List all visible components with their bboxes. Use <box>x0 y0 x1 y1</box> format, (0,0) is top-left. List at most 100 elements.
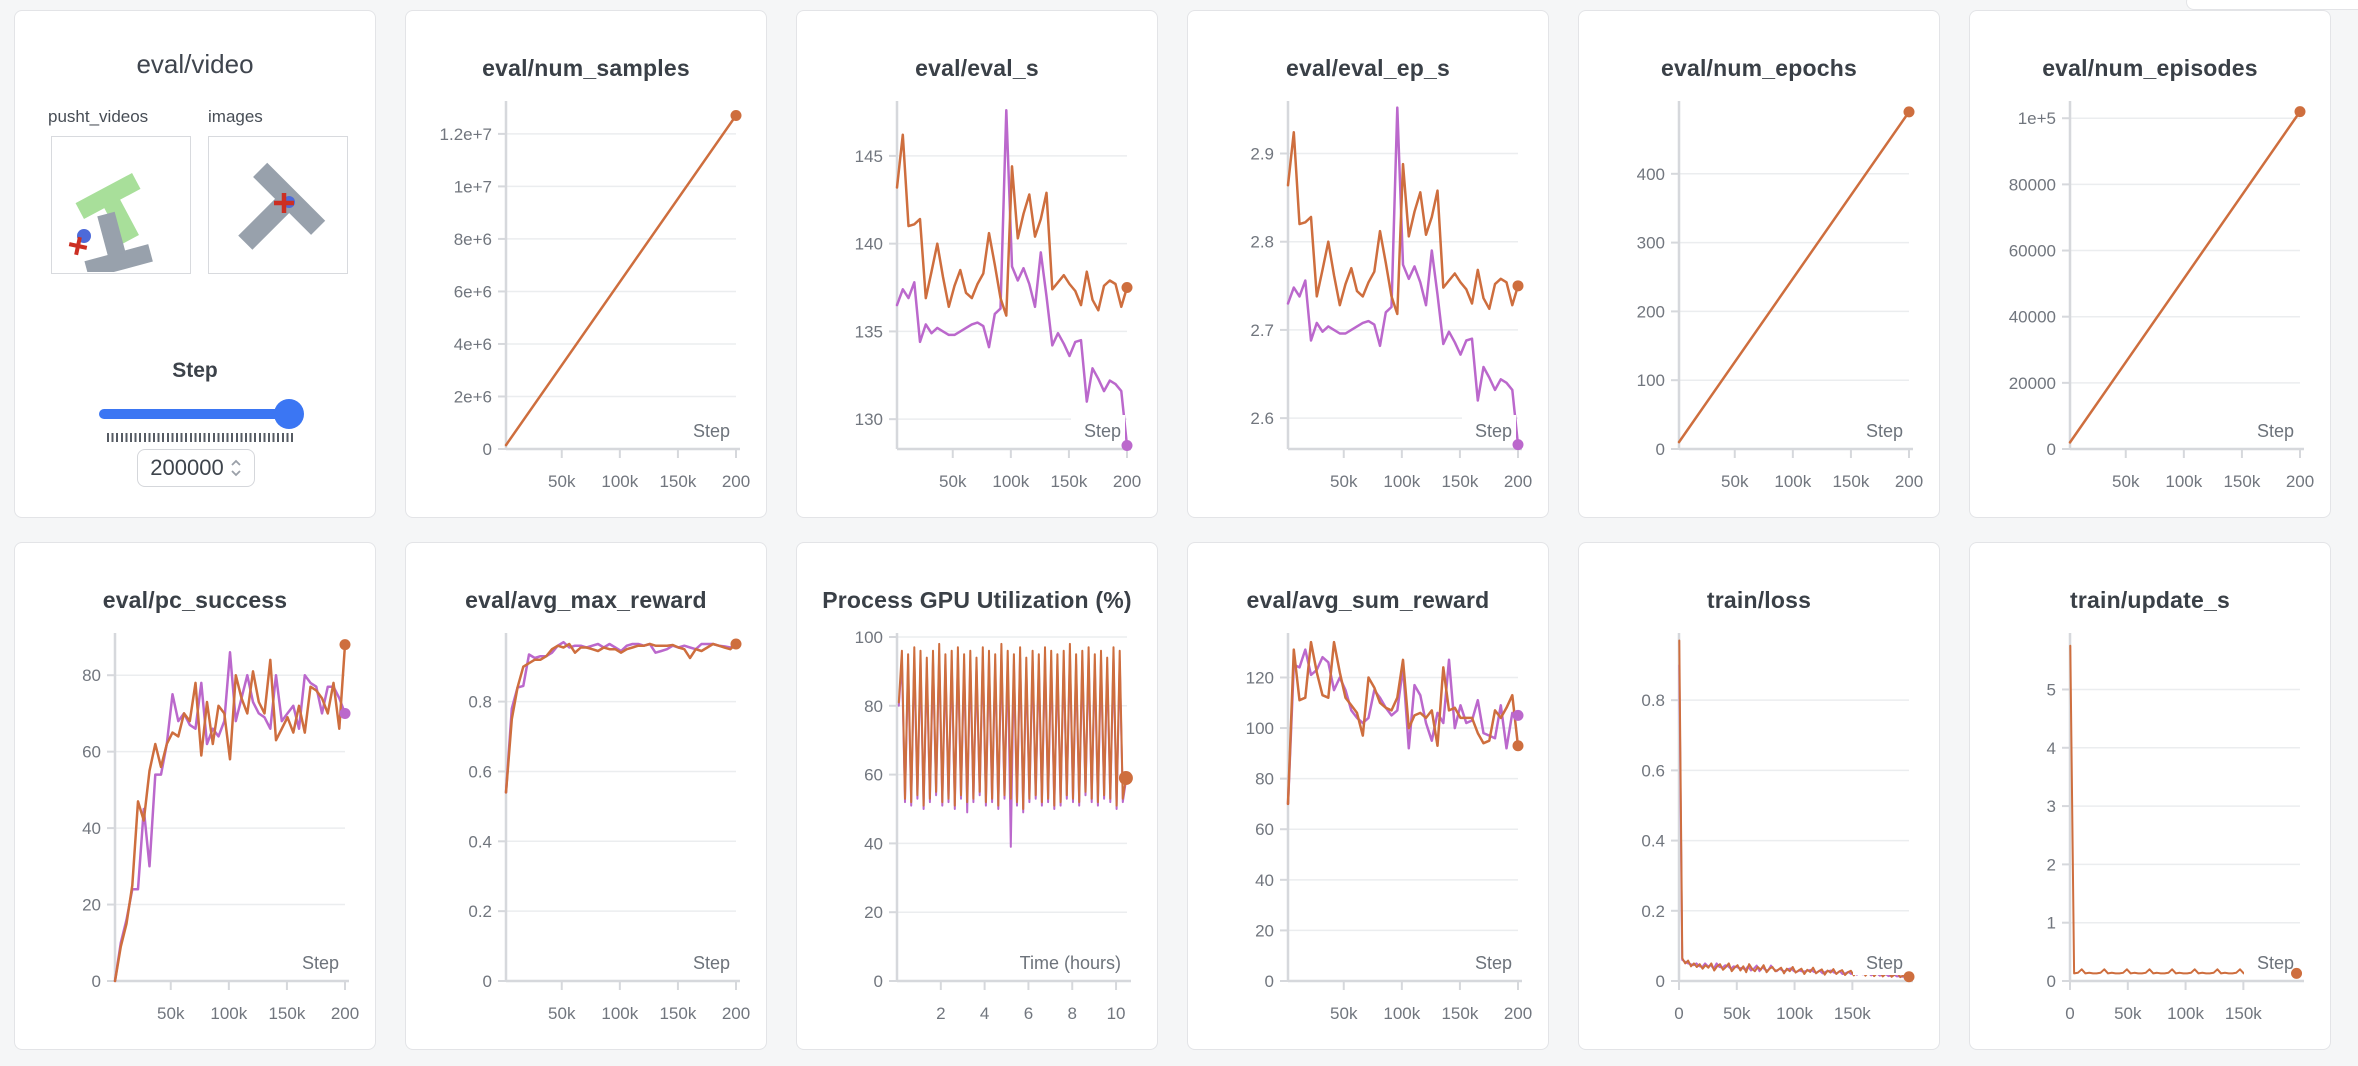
svg-text:100k: 100k <box>1776 1004 1813 1023</box>
svg-text:0.2: 0.2 <box>468 902 492 921</box>
svg-text:100: 100 <box>855 628 883 647</box>
svg-text:80000: 80000 <box>2009 175 2056 194</box>
svg-text:60: 60 <box>82 743 101 762</box>
chart-eval-num-epochs[interactable]: 0 100 200 300 400 50k 100k 150k 200 Step <box>1579 95 1939 507</box>
svg-text:150k: 150k <box>2225 1004 2262 1023</box>
svg-text:1e+5: 1e+5 <box>2018 109 2056 128</box>
panel-eval-eval-s: eval/eval_s 130 135 140 145 50k 100k 150k 200 St… <box>796 10 1158 518</box>
svg-text:100k: 100k <box>1383 472 1420 491</box>
chart-eval-avg-max-reward[interactable]: 0 0.2 0.4 0.6 0.8 50k 100k 150k 200 Step <box>406 627 766 1039</box>
svg-text:100k: 100k <box>1774 472 1811 491</box>
media-label-pusht-videos: pusht_videos <box>48 107 149 126</box>
svg-text:150k: 150k <box>1441 1004 1478 1023</box>
svg-text:Step: Step <box>693 421 730 441</box>
panel-eval-avg-max-reward: eval/avg_max_reward 0 0.2 0.4 0.6 0.8 50k 100k… <box>405 542 767 1050</box>
svg-text:150k: 150k <box>1834 1004 1871 1023</box>
svg-text:150k: 150k <box>2223 472 2260 491</box>
panel-eval-num-samples: eval/num_samples 0 2e+6 4e+6 6e+6 8e+6 1e+7 1.… <box>405 10 767 518</box>
svg-text:Step: Step <box>1475 953 1512 973</box>
svg-text:150k: 150k <box>1832 472 1869 491</box>
svg-text:0: 0 <box>92 972 101 991</box>
svg-text:0.8: 0.8 <box>1641 691 1665 710</box>
chart-eval-eval-ep-s[interactable]: 2.6 2.7 2.8 2.9 50k 100k 150k 200 Step <box>1188 95 1548 507</box>
chart-eval-eval-s[interactable]: 130 135 140 145 50k 100k 150k 200 Step <box>797 95 1157 507</box>
svg-text:200: 200 <box>722 472 750 491</box>
svg-text:Step: Step <box>2257 953 2294 973</box>
svg-text:80: 80 <box>1255 770 1274 789</box>
step-slider-label: Step <box>172 359 218 382</box>
panel-title: eval/video <box>136 49 254 79</box>
svg-text:6: 6 <box>1024 1004 1033 1023</box>
svg-text:50k: 50k <box>2114 1004 2142 1023</box>
svg-text:20000: 20000 <box>2009 374 2056 393</box>
svg-text:150k: 150k <box>1441 472 1478 491</box>
chart-title: eval/eval_s <box>915 55 1039 81</box>
svg-text:4: 4 <box>980 1004 989 1023</box>
svg-text:Step: Step <box>1866 421 1903 441</box>
svg-text:100k: 100k <box>210 1004 247 1023</box>
video-thumbnail-images[interactable] <box>208 136 348 274</box>
svg-text:100: 100 <box>1637 371 1665 390</box>
svg-text:0.6: 0.6 <box>1641 761 1665 780</box>
pusht-block-tee <box>84 211 153 279</box>
svg-text:100: 100 <box>1246 719 1274 738</box>
svg-text:50k: 50k <box>548 472 576 491</box>
step-slider-track[interactable] <box>99 409 297 419</box>
svg-text:50k: 50k <box>548 1004 576 1023</box>
chart-title: eval/avg_max_reward <box>465 587 707 613</box>
step-slider-ruler-ticks <box>107 433 293 442</box>
svg-text:100k: 100k <box>2165 472 2202 491</box>
svg-text:8e+6: 8e+6 <box>454 230 492 249</box>
panel-eval-eval-ep-s: eval/eval_ep_s 2.6 2.7 2.8 2.9 50k 100k 150k 20… <box>1187 10 1549 518</box>
svg-text:Step: Step <box>2257 421 2294 441</box>
chart-title: eval/num_epochs <box>1660 55 1858 81</box>
chart-gpu-utilization[interactable]: 0 20 40 60 80 100 2 4 6 8 10 Time (hours) <box>797 627 1157 1039</box>
svg-text:Step: Step <box>1475 421 1512 441</box>
svg-text:4: 4 <box>2047 739 2056 758</box>
svg-text:130: 130 <box>855 410 883 429</box>
svg-text:0: 0 <box>1265 972 1274 991</box>
chart-title: eval/eval_ep_s <box>1286 55 1450 81</box>
svg-text:2e+6: 2e+6 <box>454 387 492 406</box>
chart-eval-num-episodes[interactable]: 0 20000 40000 60000 80000 1e+5 50k 100k 150k 200 S… <box>1970 95 2330 507</box>
svg-text:60000: 60000 <box>2009 242 2056 261</box>
svg-text:50k: 50k <box>157 1004 185 1023</box>
svg-text:300: 300 <box>1637 234 1665 253</box>
svg-text:40: 40 <box>82 819 101 838</box>
svg-text:50k: 50k <box>2112 472 2140 491</box>
svg-text:20: 20 <box>864 903 883 922</box>
chart-train-update-s[interactable]: 0 1 2 3 4 5 0 50k 100k 150k Step <box>1970 627 2330 1039</box>
svg-text:0.8: 0.8 <box>468 693 492 712</box>
svg-text:400: 400 <box>1637 165 1665 184</box>
svg-text:2: 2 <box>936 1004 945 1023</box>
svg-text:50k: 50k <box>939 472 967 491</box>
step-slider-thumb[interactable] <box>274 399 304 429</box>
svg-text:20: 20 <box>82 896 101 915</box>
stepper-up-icon[interactable] <box>230 459 242 468</box>
stepper-down-icon[interactable] <box>230 468 242 477</box>
svg-text:5: 5 <box>2047 680 2056 699</box>
svg-text:200: 200 <box>1637 302 1665 321</box>
pusht-target-cross <box>68 236 88 256</box>
svg-text:20: 20 <box>1255 921 1274 940</box>
svg-text:150k: 150k <box>659 1004 696 1023</box>
svg-text:Step: Step <box>693 953 730 973</box>
svg-text:0: 0 <box>1674 1004 1683 1023</box>
chart-title: eval/pc_success <box>102 587 288 613</box>
media-label-images: images <box>208 107 263 126</box>
svg-text:60: 60 <box>1255 820 1274 839</box>
svg-text:100k: 100k <box>601 1004 638 1023</box>
chart-eval-num-samples[interactable]: 0 2e+6 4e+6 6e+6 8e+6 1e+7 1.2e+7 50k 100k 150k 20… <box>406 95 766 507</box>
step-number-input[interactable]: 200000 <box>137 449 255 487</box>
partial-panel-edge <box>2186 0 2358 10</box>
chart-train-loss[interactable]: 0 0.2 0.4 0.6 0.8 0 50k 100k 150k Step <box>1579 627 1939 1039</box>
svg-text:200: 200 <box>1895 472 1923 491</box>
svg-text:0: 0 <box>1656 972 1665 991</box>
chart-title: eval/num_episodes <box>2042 55 2258 81</box>
chart-eval-avg-sum-reward[interactable]: 0 20 40 60 80 100 120 50k 100k 150k 200 Step <box>1188 627 1548 1039</box>
svg-text:200: 200 <box>1504 1004 1532 1023</box>
video-thumbnail-pusht[interactable] <box>51 136 191 279</box>
svg-text:145: 145 <box>855 147 883 166</box>
svg-text:200: 200 <box>331 1004 359 1023</box>
chart-eval-pc-success[interactable]: 0 20 40 60 80 50k 100k 150k 200 Step <box>15 627 375 1039</box>
